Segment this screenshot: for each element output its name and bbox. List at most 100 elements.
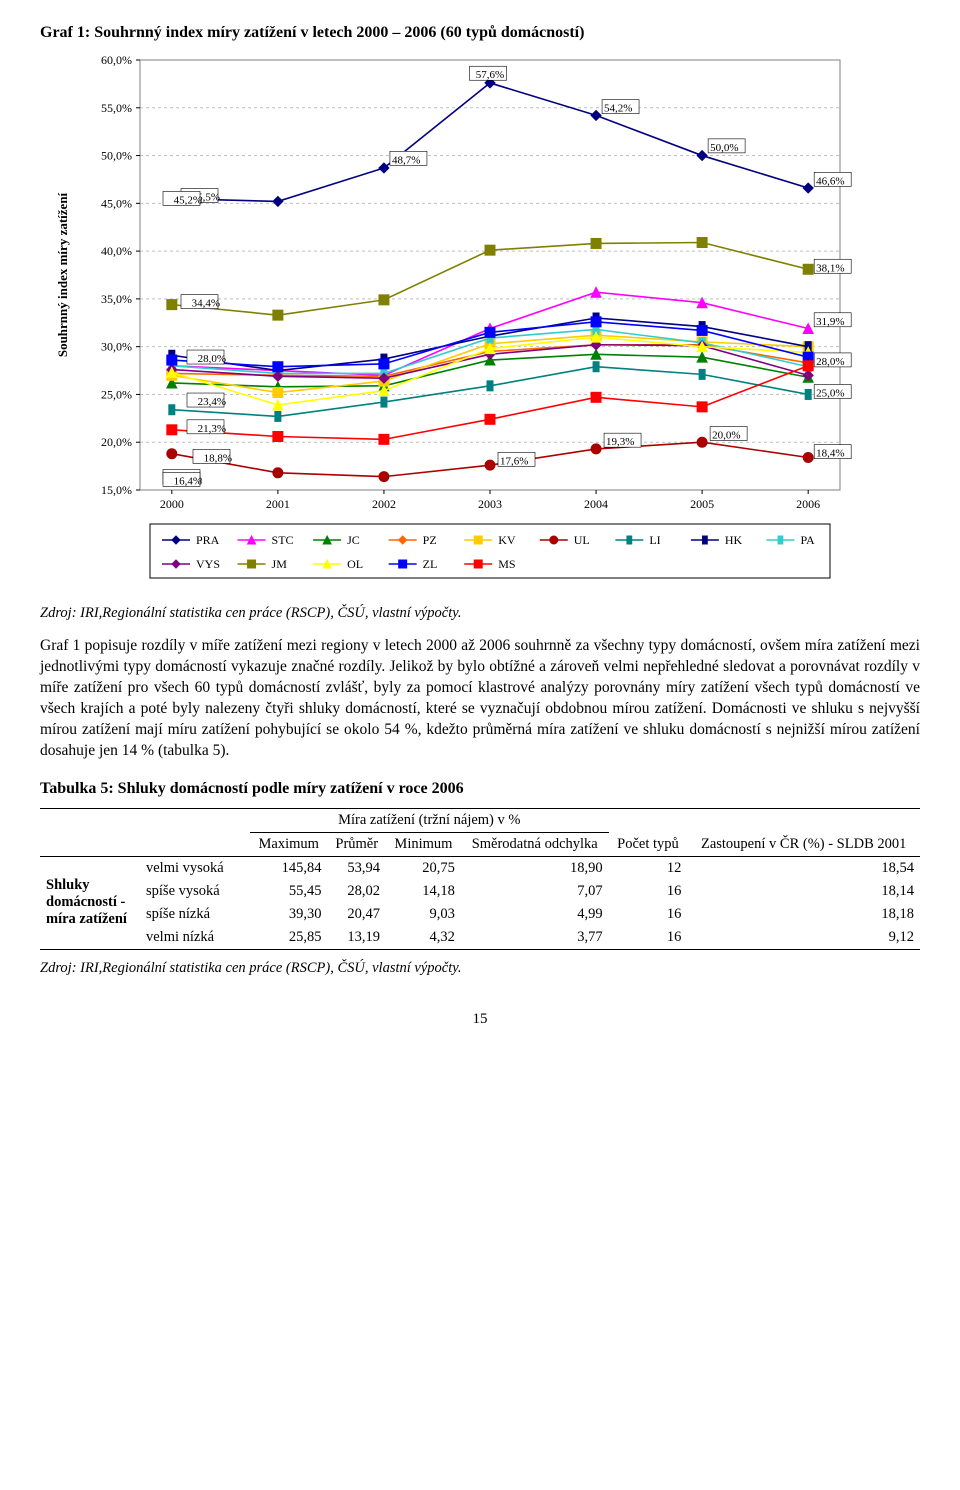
svg-text:45,2%: 45,2%	[174, 194, 202, 206]
table-cell: 9,12	[687, 926, 920, 950]
svg-text:25,0%: 25,0%	[101, 387, 132, 401]
svg-text:PZ: PZ	[423, 533, 437, 547]
table-cell: 7,07	[461, 880, 609, 903]
svg-text:19,3%: 19,3%	[606, 436, 634, 448]
chart-container: 15,0% 20,0% 25,0% 30,0% 35,0% 40,0% 45,0% 50,0%…	[45, 50, 915, 595]
svg-text:54,2%: 54,2%	[604, 103, 632, 115]
table-cell: 4,32	[386, 926, 461, 950]
table-cell: 18,90	[461, 856, 609, 880]
svg-text:23,4%: 23,4%	[198, 396, 226, 408]
svg-text:18,4%: 18,4%	[816, 448, 844, 460]
svg-text:HK: HK	[725, 533, 743, 547]
table-cell: 16	[609, 903, 688, 926]
svg-text:PA: PA	[800, 533, 815, 547]
table-cell: 55,45	[250, 880, 327, 903]
svg-text:UL: UL	[574, 533, 590, 547]
table-cell: 16	[609, 880, 688, 903]
col-min: Minimum	[386, 832, 461, 856]
svg-text:2000: 2000	[160, 497, 184, 511]
table-row: Shluky domácností - míra zatíženívelmi v…	[40, 856, 920, 880]
col-prumer: Průměr	[327, 832, 386, 856]
svg-text:VYS: VYS	[196, 557, 220, 571]
table-cell: 4,99	[461, 903, 609, 926]
svg-text:38,1%: 38,1%	[816, 262, 844, 274]
table-cell: velmi vysoká	[140, 856, 250, 880]
table-cell: 13,19	[327, 926, 386, 950]
svg-text:JM: JM	[272, 557, 288, 571]
svg-text:STC: STC	[272, 533, 294, 547]
data-table: Míra zatížení (tržní nájem) v % Počet ty…	[40, 808, 920, 950]
table-cell: 145,84	[250, 856, 327, 880]
svg-text:45,0%: 45,0%	[101, 196, 132, 210]
svg-text:55,0%: 55,0%	[101, 101, 132, 115]
table-cell: 18,14	[687, 880, 920, 903]
svg-text:2006: 2006	[796, 497, 820, 511]
svg-text:50,0%: 50,0%	[101, 149, 132, 163]
table-row: spíše vysoká55,4528,0214,187,071618,14	[40, 880, 920, 903]
table-row: velmi nízká25,8513,194,323,77169,12	[40, 926, 920, 950]
svg-text:25,0%: 25,0%	[816, 387, 844, 399]
table-cell: 9,03	[386, 903, 461, 926]
svg-text:18,8%: 18,8%	[204, 452, 232, 464]
svg-text:40,0%: 40,0%	[101, 244, 132, 258]
svg-text:OL: OL	[347, 557, 363, 571]
svg-text:21,3%: 21,3%	[198, 423, 226, 435]
col-sd: Směrodatná odchylka	[461, 832, 609, 856]
rowhead-cell: Shluky domácností - míra zatížení	[40, 856, 140, 949]
col-zast: Zastoupení v ČR (%) - SLDB 2001	[687, 808, 920, 856]
svg-text:Souhrnný index míry zatížení: Souhrnný index míry zatížení	[55, 192, 70, 357]
svg-text:16,4%: 16,4%	[174, 475, 202, 487]
svg-text:50,0%: 50,0%	[710, 142, 738, 154]
svg-text:LI: LI	[649, 533, 660, 547]
table-row: spíše nízká39,3020,479,034,991618,18	[40, 903, 920, 926]
line-chart: 15,0% 20,0% 25,0% 30,0% 35,0% 40,0% 45,0% 50,0%…	[45, 50, 915, 590]
table-cell: 12	[609, 856, 688, 880]
table-cell: velmi nízká	[140, 926, 250, 950]
svg-text:17,6%: 17,6%	[500, 455, 528, 467]
chart-source-note: Zdroj: IRI,Regionální statistika cen prá…	[40, 605, 920, 622]
svg-text:60,0%: 60,0%	[101, 53, 132, 67]
svg-text:20,0%: 20,0%	[712, 429, 740, 441]
svg-text:PRA: PRA	[196, 533, 220, 547]
table-cell: 18,54	[687, 856, 920, 880]
svg-text:2002: 2002	[372, 497, 396, 511]
svg-text:31,9%: 31,9%	[816, 316, 844, 328]
table-cell: 53,94	[327, 856, 386, 880]
table-source-note: Zdroj: IRI,Regionální statistika cen prá…	[40, 960, 920, 977]
table-cell: 3,77	[461, 926, 609, 950]
svg-text:28,0%: 28,0%	[198, 353, 226, 365]
table-cell: 39,30	[250, 903, 327, 926]
svg-text:2003: 2003	[478, 497, 502, 511]
svg-text:20,0%: 20,0%	[101, 435, 132, 449]
svg-text:2001: 2001	[266, 497, 290, 511]
table-cell: 25,85	[250, 926, 327, 950]
svg-text:2005: 2005	[690, 497, 714, 511]
svg-text:30,0%: 30,0%	[101, 340, 132, 354]
svg-text:JC: JC	[347, 533, 360, 547]
table-cell: 28,02	[327, 880, 386, 903]
table-title: Tabulka 5: Shluky domácností podle míry …	[40, 780, 920, 798]
svg-text:57,6%: 57,6%	[476, 69, 504, 81]
table-cell: spíše nízká	[140, 903, 250, 926]
svg-text:ZL: ZL	[423, 557, 438, 571]
page-number: 15	[40, 1011, 920, 1028]
table-cell: 20,47	[327, 903, 386, 926]
svg-text:2004: 2004	[584, 497, 608, 511]
svg-text:48,7%: 48,7%	[392, 154, 420, 166]
svg-text:34,4%: 34,4%	[192, 298, 220, 310]
col-max: Maximum	[250, 832, 327, 856]
paragraph-text: Graf 1 popisuje rozdíly v míře zatížení …	[40, 636, 920, 762]
svg-text:15,0%: 15,0%	[101, 483, 132, 497]
col-pocet: Počet typů	[609, 808, 688, 856]
table-cell: 18,18	[687, 903, 920, 926]
table-cell: 16	[609, 926, 688, 950]
svg-text:35,0%: 35,0%	[101, 292, 132, 306]
table-cell: 14,18	[386, 880, 461, 903]
col-group-mira: Míra zatížení (tržní nájem) v %	[250, 808, 609, 832]
svg-text:KV: KV	[498, 533, 516, 547]
svg-text:MS: MS	[498, 557, 515, 571]
chart-title: Graf 1: Souhrnný index míry zatížení v l…	[40, 24, 920, 42]
table-cell: spíše vysoká	[140, 880, 250, 903]
svg-text:46,6%: 46,6%	[816, 175, 844, 187]
svg-text:28,0%: 28,0%	[816, 356, 844, 368]
